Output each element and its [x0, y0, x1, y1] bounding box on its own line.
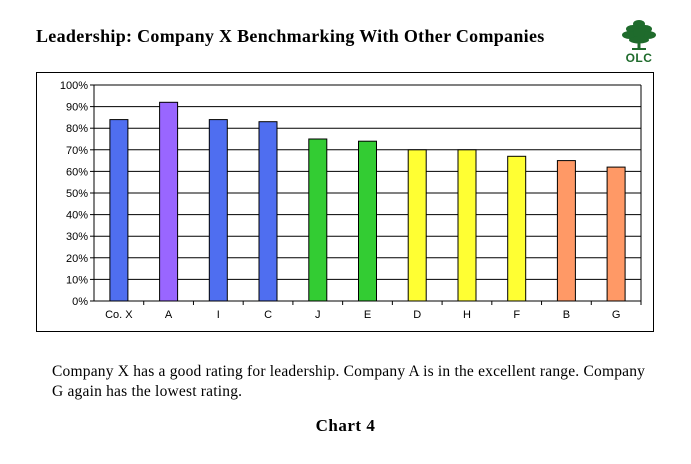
bar-d: [407, 149, 427, 302]
chart-title: Leadership: Company X Benchmarking With …: [36, 26, 545, 46]
olc-logo: OLC: [619, 18, 659, 66]
y-tick-label: 60%: [66, 166, 88, 178]
bar-i: [208, 119, 228, 302]
y-tick-label: 30%: [66, 231, 88, 243]
chart-number-label: Chart 4: [315, 416, 376, 435]
x-tick-label: E: [364, 309, 371, 321]
x-tick-label: H: [463, 309, 471, 321]
x-tick-label: I: [217, 309, 220, 321]
bar-f: [507, 155, 527, 302]
y-tick-label: 0%: [72, 296, 88, 308]
y-tick-label: 20%: [66, 253, 88, 265]
x-tick-label: Co. X: [105, 309, 133, 321]
x-tick-label: C: [264, 309, 272, 321]
x-tick-label: G: [612, 309, 621, 321]
bar-b: [556, 160, 576, 302]
logo-text: OLC: [625, 51, 653, 65]
y-tick-label: 70%: [66, 145, 88, 157]
x-tick-label: J: [315, 309, 321, 321]
y-tick-label: 10%: [66, 274, 88, 286]
x-tick-label: B: [563, 309, 570, 321]
y-tick-label: 90%: [66, 102, 88, 114]
y-tick-label: 100%: [60, 80, 88, 92]
bar-a: [159, 101, 179, 302]
bar-j: [308, 138, 328, 302]
x-tick-label: A: [165, 309, 173, 321]
y-tick-label: 40%: [66, 210, 88, 222]
x-tick-label: D: [413, 309, 421, 321]
y-tick-label: 80%: [66, 123, 88, 135]
bar-c: [258, 121, 278, 302]
bar-h: [457, 149, 477, 302]
bar-co-x: [109, 119, 129, 302]
y-tick-label: 50%: [66, 188, 88, 200]
chart-frame: 0% 10% 20% 30% 40% 50% 60% 70% 80% 90% 100% Co. X A I…: [36, 72, 654, 332]
bar-chart: 0% 10% 20% 30% 40% 50% 60% 70% 80% 90% 100% Co. X A I…: [60, 80, 642, 321]
bar-g: [606, 166, 626, 302]
x-tick-label: F: [513, 309, 520, 321]
chart-caption: Company X has a good rating for leadersh…: [52, 363, 646, 400]
bar-e: [358, 140, 377, 302]
tree-icon: [622, 20, 656, 50]
